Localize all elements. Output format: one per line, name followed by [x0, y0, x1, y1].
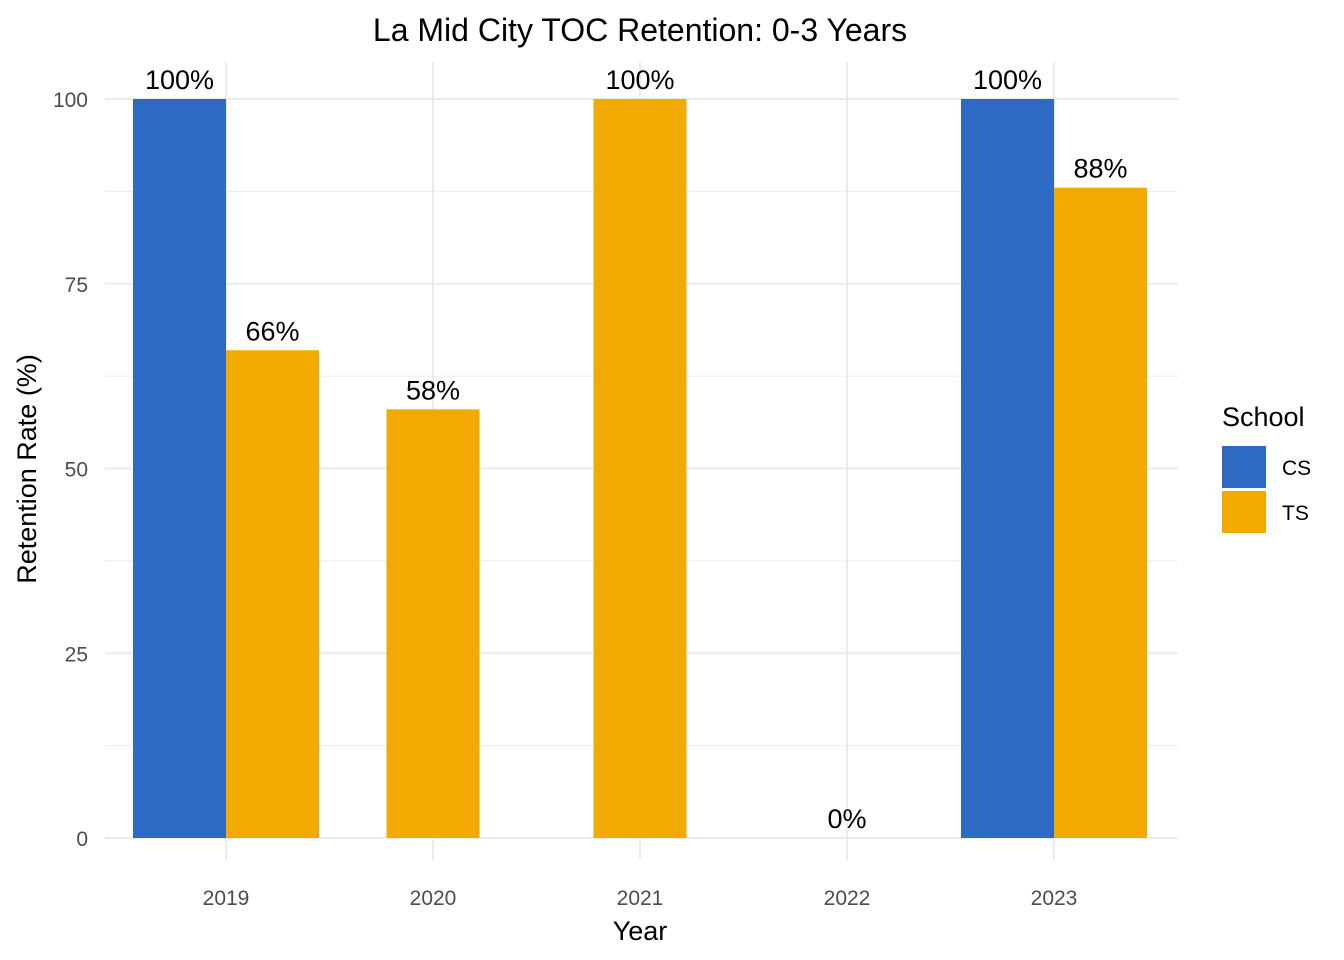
- bar-ts-2020: [386, 409, 480, 838]
- y-tick-labels: 0 25 50 75 100: [53, 89, 88, 851]
- x-tick-label: 2021: [617, 887, 664, 910]
- data-label-ts-2020: 58%: [406, 375, 460, 405]
- legend-swatch-ts: [1222, 491, 1266, 533]
- chart-title: La Mid City TOC Retention: 0-3 Years: [373, 12, 907, 48]
- data-label-cs-2019: 100%: [145, 65, 214, 95]
- y-tick-label: 75: [65, 274, 88, 297]
- x-tick-label: 2019: [203, 887, 250, 910]
- y-tick-label: 50: [65, 459, 88, 482]
- data-label-ts-2019: 66%: [245, 316, 299, 346]
- legend-label-cs: CS: [1282, 457, 1311, 480]
- x-tick-label: 2020: [410, 887, 457, 910]
- y-tick-label: 100: [53, 89, 88, 112]
- data-label-ts-2023: 88%: [1073, 154, 1127, 184]
- legend-label-ts: TS: [1282, 502, 1309, 525]
- legend-swatch-cs: [1222, 446, 1266, 488]
- bar-ts-2023: [1054, 187, 1147, 838]
- y-tick-label: 0: [76, 828, 88, 851]
- legend: School CS TS: [1222, 402, 1311, 533]
- bars-layer: [133, 99, 1147, 838]
- bar-ts-2019: [226, 350, 319, 838]
- x-axis-label: Year: [613, 916, 668, 946]
- data-label-cs-2023: 100%: [973, 65, 1042, 95]
- legend-title: School: [1222, 402, 1305, 432]
- data-label-ts-2021: 100%: [605, 65, 674, 95]
- x-tick-label: 2022: [824, 887, 871, 910]
- bar-cs-2023: [961, 99, 1054, 838]
- data-labels-layer: 100% 66% 58% 100% 0% 100% 88%: [145, 65, 1128, 834]
- y-axis-label: Retention Rate (%): [12, 354, 42, 584]
- bar-cs-2019: [133, 99, 226, 838]
- bar-ts-2021: [593, 99, 687, 838]
- y-tick-label: 25: [65, 643, 88, 666]
- x-tick-labels: 2019 2020 2021 2022 2023: [203, 887, 1078, 910]
- data-label-ts-2022: 0%: [827, 804, 866, 834]
- x-tick-label: 2023: [1031, 887, 1078, 910]
